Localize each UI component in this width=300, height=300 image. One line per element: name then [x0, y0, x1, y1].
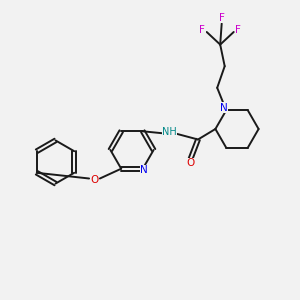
Text: F: F — [235, 26, 241, 35]
Text: O: O — [90, 175, 99, 185]
Text: F: F — [219, 13, 225, 22]
Text: N: N — [140, 165, 148, 175]
Text: N: N — [220, 103, 228, 113]
Text: NH: NH — [162, 127, 177, 137]
Text: O: O — [186, 158, 195, 169]
Text: F: F — [199, 26, 205, 35]
